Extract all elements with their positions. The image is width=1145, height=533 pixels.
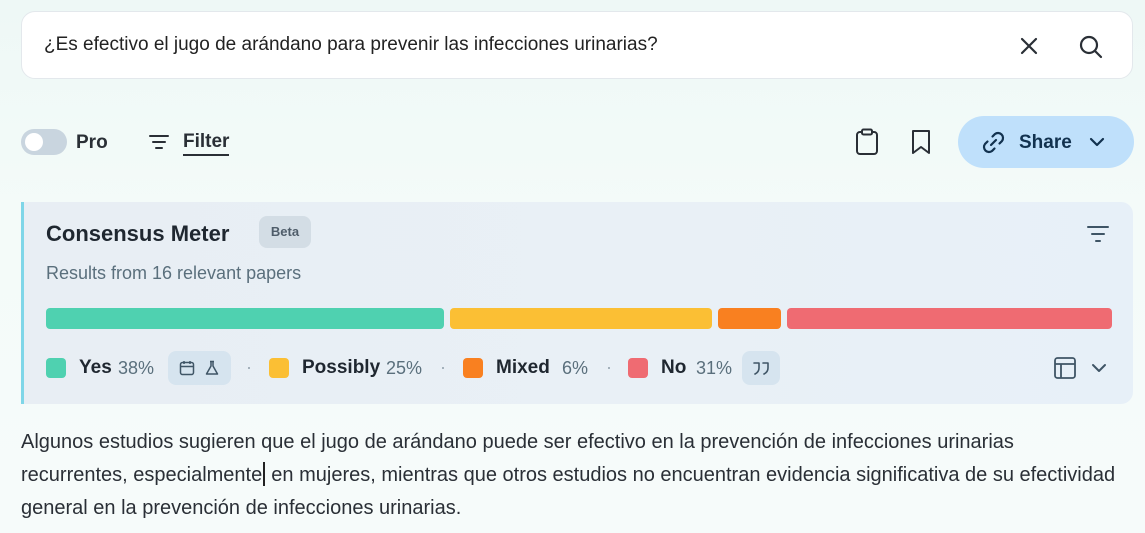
filter-icon[interactable] [148, 131, 170, 153]
summary-text-before: Algunos estudios sugieren que el jugo de… [21, 431, 1014, 486]
bar-segment-yes [46, 308, 445, 329]
no-label: No [661, 357, 687, 378]
meter-subtitle: Results from 16 relevant papers [46, 263, 302, 283]
summary-text-after: en mujeres, mientras que otros estudios … [21, 464, 1116, 519]
bookmark-icon[interactable] [909, 128, 933, 156]
share-button[interactable]: Share [958, 116, 1134, 168]
yes-percent: 38% [118, 358, 155, 378]
summary-text[interactable]: Algunos estudios sugieren que el jugo de… [21, 426, 1126, 525]
link-icon [982, 131, 1005, 154]
search-query[interactable]: ¿Es efectivo el jugo de arándano para pr… [44, 34, 658, 55]
filter-icon[interactable] [1086, 223, 1110, 245]
close-icon[interactable] [1018, 35, 1040, 57]
no-swatch [628, 358, 648, 378]
share-label: Share [1019, 132, 1072, 153]
mixed-percent: 6% [562, 358, 589, 378]
clipboard-icon[interactable] [854, 128, 880, 156]
bar-segment-possibly [450, 308, 713, 329]
yes-label: Yes [79, 357, 112, 378]
text-caret [263, 462, 265, 486]
bar-segment-mixed [718, 308, 782, 329]
legend-separator: · [246, 357, 252, 377]
chevron-down-icon [1089, 137, 1105, 147]
pro-toggle[interactable] [21, 129, 67, 155]
possibly-label: Possibly [302, 357, 381, 378]
search-box[interactable]: ¿Es efectivo el jugo de arándano para pr… [21, 11, 1133, 79]
table-icon[interactable] [1053, 356, 1077, 380]
no-percent: 31% [696, 358, 733, 378]
meter-title: Consensus Meter [46, 221, 230, 246]
possibly-swatch [269, 358, 289, 378]
consensus-legend: Yes 38% · Possibly 25% · Mixed 6% · No 3… [46, 349, 1112, 387]
beta-badge: Beta [259, 216, 311, 248]
calendar-icon [179, 361, 195, 376]
flask-icon [205, 360, 219, 375]
consensus-bar [46, 308, 1112, 329]
search-icon[interactable] [1078, 34, 1104, 60]
consensus-meter-card: Consensus Meter Beta Results from 16 rel… [21, 202, 1133, 404]
yes-swatch [46, 358, 66, 378]
study-type-chip[interactable] [168, 351, 231, 385]
legend-separator: · [440, 357, 446, 377]
toolbar: Pro Filter Share [21, 116, 1134, 168]
filter-button[interactable]: Filter [183, 131, 230, 156]
chevron-down-icon[interactable] [1088, 357, 1110, 379]
mixed-swatch [463, 358, 483, 378]
quote-chip[interactable] [742, 351, 780, 385]
legend-separator: · [606, 357, 612, 377]
mixed-label: Mixed [496, 357, 550, 378]
possibly-percent: 25% [386, 358, 423, 378]
bar-segment-no [787, 308, 1112, 329]
pro-label: Pro [76, 132, 108, 153]
toggle-knob [25, 133, 43, 151]
quote-icon [753, 362, 769, 375]
